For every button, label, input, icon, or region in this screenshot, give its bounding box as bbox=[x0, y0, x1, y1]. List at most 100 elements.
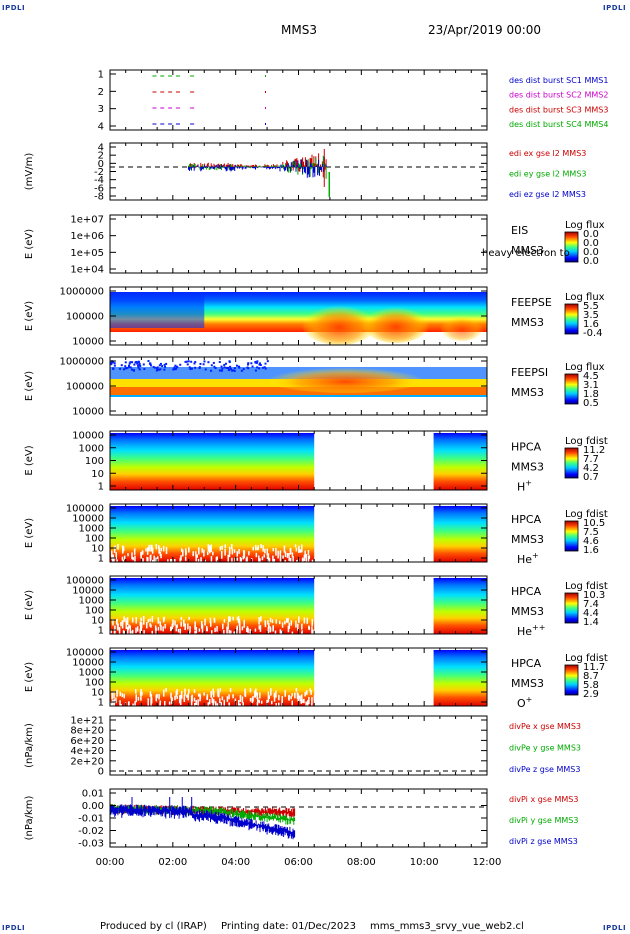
colorbar-tick: 0.0 bbox=[583, 256, 599, 267]
spectrogram-speck bbox=[270, 688, 272, 696]
spectrogram-speck bbox=[163, 368, 166, 371]
x-tick-label: 00:00 bbox=[96, 857, 125, 868]
spectrogram-speck bbox=[254, 369, 257, 372]
spectrogram-speck bbox=[233, 369, 236, 372]
spectrogram-speck bbox=[140, 695, 142, 701]
spectrogram-speck bbox=[226, 626, 228, 635]
x-tick-label: 12:00 bbox=[473, 857, 502, 868]
spectrogram-speck bbox=[256, 692, 258, 700]
spacecraft-label: MMS3 bbox=[511, 386, 544, 399]
spacecraft-label: MMS3 bbox=[511, 605, 544, 618]
legend-entry: des dist burst SC2 MMS2 bbox=[509, 91, 608, 100]
spectrogram-speck bbox=[197, 558, 200, 563]
x-tick-label: 04:00 bbox=[221, 857, 250, 868]
spectrogram-speck bbox=[212, 699, 215, 704]
spectrogram-speck bbox=[223, 366, 226, 369]
spectrogram-speck bbox=[176, 689, 178, 695]
spectrogram-speck bbox=[199, 362, 202, 365]
panel-frame-9 bbox=[109, 715, 488, 776]
spectrogram-speck bbox=[197, 693, 200, 697]
spectrogram-speck bbox=[164, 365, 167, 368]
spectrogram-speck bbox=[153, 366, 156, 369]
spectrogram-speck bbox=[258, 363, 261, 366]
spectrogram-speck bbox=[256, 366, 259, 369]
spectrogram-speck bbox=[140, 551, 142, 557]
y-tick-label: 10000 bbox=[72, 658, 104, 669]
spectrogram-speck bbox=[231, 369, 234, 372]
spacecraft-label: MMS3 bbox=[511, 461, 544, 474]
spectrogram-speck bbox=[239, 694, 242, 702]
spectrogram-speck bbox=[223, 618, 226, 623]
spectrogram-speck bbox=[112, 618, 114, 626]
spectrogram-speck bbox=[288, 622, 291, 629]
spectrogram-speck bbox=[147, 619, 149, 623]
spectrogram-speck bbox=[311, 703, 313, 712]
spectrogram-speck bbox=[132, 369, 135, 372]
spectrogram-speck bbox=[228, 369, 231, 372]
spectrogram-speck bbox=[223, 699, 226, 707]
spectrogram-speck bbox=[313, 698, 316, 706]
spectrogram-speck bbox=[212, 551, 214, 556]
spectrogram-speck bbox=[188, 631, 191, 640]
spectrogram-speck bbox=[168, 701, 171, 705]
spectrogram-speck bbox=[228, 616, 230, 622]
y-axis-label: E (eV) bbox=[24, 301, 35, 331]
species-label: He+ bbox=[517, 551, 539, 566]
species-label: H+ bbox=[517, 479, 532, 494]
spectrogram-speck bbox=[195, 555, 197, 562]
spectrogram-speck bbox=[176, 366, 179, 369]
spectrogram-speck bbox=[224, 548, 226, 556]
spectrogram-speck bbox=[180, 690, 183, 699]
spectrogram-speck bbox=[226, 696, 229, 702]
footer-producer: Produced by cl (IRAP) bbox=[100, 921, 207, 932]
spectrogram-speck bbox=[256, 360, 259, 363]
spectrogram-speck bbox=[306, 617, 309, 624]
colorbar-tick: 0.7 bbox=[583, 472, 599, 483]
spectrogram-speck bbox=[279, 629, 282, 637]
spectrogram-speck bbox=[193, 697, 196, 702]
spectrogram-speck bbox=[257, 545, 260, 550]
spectrogram-speck bbox=[170, 692, 172, 699]
spectrogram-speck bbox=[179, 363, 182, 366]
spectrogram-speck bbox=[122, 630, 125, 636]
species-label: He++ bbox=[517, 623, 545, 638]
spectrogram-speck bbox=[241, 626, 244, 631]
spectrogram-speck bbox=[189, 367, 192, 370]
spectrogram-speck bbox=[111, 550, 113, 558]
spectrogram-speck bbox=[247, 627, 249, 634]
spectrogram-speck bbox=[138, 363, 141, 366]
spectrogram-speck bbox=[203, 692, 205, 696]
spectrogram-speck bbox=[137, 696, 140, 701]
spectrogram-speck bbox=[175, 690, 178, 697]
spectrogram-speck bbox=[286, 618, 288, 623]
spectrogram-speck bbox=[159, 551, 162, 556]
spectrogram-speck bbox=[113, 364, 116, 367]
spectrogram-speck bbox=[235, 364, 238, 367]
spectrogram-speck bbox=[250, 362, 253, 365]
spectrogram-speck bbox=[119, 691, 122, 697]
spectrogram-speck bbox=[297, 623, 299, 631]
spectrogram-speck bbox=[147, 557, 149, 565]
spectrogram-speck bbox=[249, 697, 252, 702]
spectrogram-hot-region bbox=[301, 301, 378, 345]
spectrogram-speck bbox=[186, 363, 189, 366]
spectrogram-speck bbox=[129, 366, 132, 369]
spectrogram-speck bbox=[233, 367, 236, 370]
y-tick-label: 100000 bbox=[66, 382, 104, 393]
spectrogram-speck bbox=[261, 556, 264, 561]
y-tick-label: 1000 bbox=[79, 443, 104, 454]
y-tick-label: 10000 bbox=[72, 337, 104, 348]
mission-title: MMS3 bbox=[281, 23, 317, 37]
spectrogram-speck bbox=[298, 545, 300, 553]
instrument-label: FEEPSE bbox=[511, 296, 552, 309]
spectrogram-speck bbox=[210, 630, 213, 636]
spectrogram-speck bbox=[295, 620, 297, 628]
y-tick-label: 2e+20 bbox=[70, 756, 104, 767]
spectrogram-speck bbox=[301, 694, 303, 700]
spectrogram-speck bbox=[141, 691, 143, 696]
spectrogram-speck bbox=[300, 698, 303, 704]
spectrogram-segment bbox=[110, 578, 315, 634]
spectrogram-speck bbox=[247, 367, 250, 370]
spectrogram-speck bbox=[170, 626, 172, 632]
